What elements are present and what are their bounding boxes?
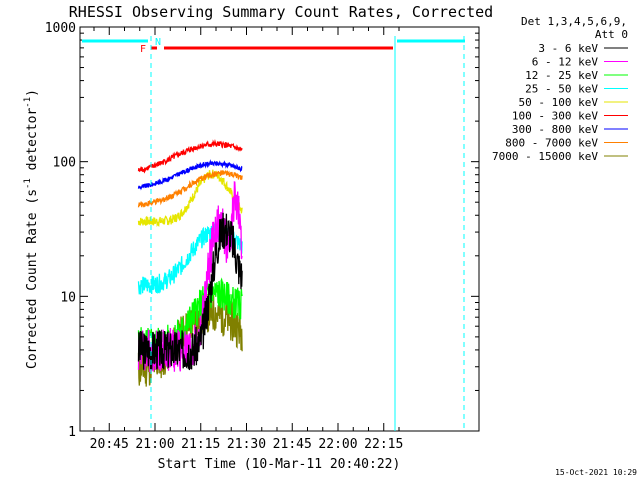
x-axis-label: Start Time (10-Mar-11 20:40:22): [158, 457, 401, 472]
timestamp: 15-Oct-2021 10:29: [555, 468, 637, 477]
legend-label: 12 - 25 keV: [525, 69, 598, 82]
y-axis-label-sup1: -1: [23, 178, 33, 189]
legend-label: 50 - 100 keV: [519, 96, 599, 109]
x-tick-label: 21:45: [273, 437, 312, 452]
y-axis: 1 10 100 1000: [45, 21, 479, 440]
series-line: [137, 212, 243, 371]
legend-label: 25 - 50 keV: [525, 83, 598, 96]
x-tick-label: 22:15: [364, 437, 403, 452]
y-tick-label: 1000: [45, 21, 76, 36]
flags-layer: NF: [82, 36, 465, 431]
legend-label: 100 - 300 keV: [512, 110, 598, 123]
flag-label-f: F: [140, 44, 146, 55]
series-line: [137, 277, 243, 359]
y-tick-label: 1: [68, 425, 76, 440]
x-tick-label: 22:00: [318, 437, 357, 452]
legend-label: 7000 - 15000 keV: [492, 150, 598, 163]
x-tick-label: 20:45: [90, 437, 129, 452]
series-line: [137, 138, 243, 174]
plot-frame: [79, 26, 480, 432]
y-axis-label-part1: Corrected Count Rate (s: [25, 189, 40, 369]
legend-label: 3 - 6 keV: [538, 42, 598, 55]
x-tick-label: 21:30: [227, 437, 266, 452]
legend-header-line2: Att 0: [595, 28, 628, 41]
legend-header-line1: Det 1,3,4,5,6,9,: [521, 15, 627, 28]
series-layer: [137, 138, 243, 387]
legend-label: 800 - 7000 keV: [505, 137, 598, 150]
y-axis-label-sup2: -1: [23, 97, 33, 108]
y-axis-label-part2: detector: [25, 108, 40, 179]
y-tick-label: 10: [60, 290, 76, 305]
x-axis: 20:45 21:00 21:15 21:30 21:45 22:00 22:15: [90, 27, 403, 452]
x-tick-label: 21:15: [181, 437, 220, 452]
series-line: [137, 159, 243, 191]
legend-label: 6 - 12 keV: [532, 56, 599, 69]
legend-label: 300 - 800 keV: [512, 123, 598, 136]
flag-label-n: N: [155, 37, 161, 48]
y-axis-label: Corrected Count Rate (s-1 detector-1): [23, 89, 40, 369]
x-tick-label: 21:00: [135, 437, 174, 452]
series-line: [137, 169, 243, 208]
chart-title: RHESSI Observing Summary Count Rates, Co…: [69, 3, 493, 21]
y-tick-label: 100: [53, 156, 76, 171]
series-line: [137, 169, 243, 228]
y-axis-label-part3: ): [25, 89, 40, 97]
